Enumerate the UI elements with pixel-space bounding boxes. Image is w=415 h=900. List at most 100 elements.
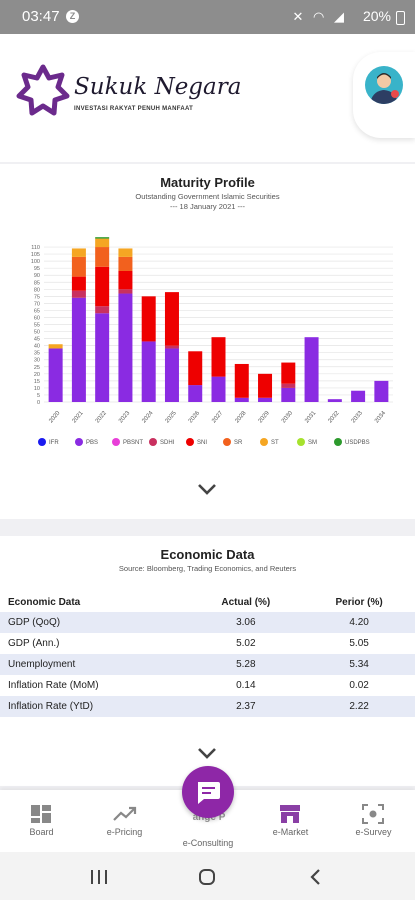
- y-tick-label: 50: [34, 330, 40, 336]
- legend-label: PBSNT: [123, 440, 143, 446]
- y-tick-label: 60: [34, 315, 40, 321]
- nav-label: e-Consulting: [182, 838, 234, 848]
- maturity-title: Maturity Profile: [160, 175, 255, 190]
- legend-marker: [186, 438, 194, 446]
- bar-segment-st: [71, 248, 86, 257]
- column-header: Actual (%): [221, 596, 271, 608]
- nav-item-e-market[interactable]: e-Market: [249, 790, 332, 852]
- y-tick-label: 40: [34, 344, 40, 350]
- x-tick-label: 2024: [141, 410, 155, 425]
- bar-segment-pbs: [211, 376, 226, 402]
- bottom-nav: Board e-Pricing e-Market e-Survey: [0, 790, 415, 852]
- bar-segment-sdhi: [71, 290, 86, 298]
- chat-icon: [198, 782, 220, 804]
- bar-segment-pbs: [304, 337, 319, 402]
- nav-label: e-Pricing: [106, 827, 143, 837]
- bar-segment-pbs: [118, 293, 133, 402]
- legend-marker: [75, 438, 83, 446]
- dashboard-icon: [31, 805, 51, 823]
- home-icon[interactable]: [198, 868, 216, 886]
- nav-item-board[interactable]: Board: [0, 790, 83, 852]
- table-row: GDP (QoQ) 3.06 4.20: [0, 612, 415, 633]
- legend-marker: [38, 438, 46, 446]
- maturity-date: --- 18 January 2021 ---: [169, 202, 246, 211]
- sukuk-logo-icon: [16, 64, 70, 116]
- nav-label: e-Survey: [355, 827, 392, 837]
- bar-segment-pbs: [71, 297, 86, 402]
- economic-data-card: Economic Data Source: Bloomberg, Trading…: [0, 536, 415, 786]
- y-tick-label: 10: [34, 386, 40, 392]
- x-tick-label: 2025: [165, 410, 179, 425]
- x-tick-label: 2034: [374, 410, 388, 425]
- legend-label: SNI: [197, 440, 207, 446]
- back-icon[interactable]: [308, 868, 322, 886]
- nav-label: e-Market: [272, 827, 309, 837]
- bar-segment-pbs: [374, 380, 389, 402]
- econ-title: Economic Data: [160, 547, 255, 562]
- bar-segment-pbs: [281, 387, 296, 402]
- row-label: Inflation Rate (YtD): [0, 696, 189, 717]
- chevron-down-icon[interactable]: [196, 746, 218, 760]
- bar-segment-pbs: [327, 399, 342, 402]
- x-tick-label: 2027: [211, 410, 225, 425]
- legend-marker: [297, 438, 305, 446]
- y-tick-label: 25: [34, 365, 40, 371]
- y-tick-label: 75: [34, 294, 40, 300]
- profile-card[interactable]: [353, 52, 415, 138]
- e-consulting-button[interactable]: [182, 766, 234, 818]
- bar-segment-sni: [164, 292, 179, 346]
- bar-segment-sdhi: [95, 306, 110, 314]
- column-header: Perior (%): [335, 596, 383, 608]
- brand-tagline: INVESTASI RAKYAT PENUH MANFAAT: [74, 106, 194, 112]
- bar-segment-sni: [95, 266, 110, 307]
- scan-icon: [362, 804, 384, 824]
- bar-segment-sni: [188, 351, 203, 386]
- status-time: 03:47: [22, 8, 60, 25]
- bar-segment-pbs: [351, 390, 366, 402]
- y-tick-label: 95: [34, 266, 40, 272]
- y-tick-label: 105: [31, 252, 40, 258]
- nav-item-e-survey[interactable]: e-Survey: [332, 790, 415, 852]
- legend-label: USDPBS: [345, 440, 370, 446]
- actual-value: 2.37: [188, 696, 304, 717]
- chevron-down-icon[interactable]: [196, 482, 218, 496]
- y-tick-label: 45: [34, 337, 40, 343]
- legend-marker: [260, 438, 268, 446]
- bar-segment-usdpbs: [95, 237, 110, 239]
- y-tick-label: 85: [34, 280, 40, 286]
- nav-label: Board: [29, 827, 54, 837]
- prior-value: 5.05: [349, 638, 369, 649]
- signal-icons: ✕ ◠ ◢: [292, 9, 347, 24]
- x-tick-label: 2030: [281, 410, 295, 425]
- nav-item-e-pricing[interactable]: e-Pricing: [83, 790, 166, 852]
- y-tick-label: 55: [34, 323, 40, 329]
- maturity-profile-card: Maturity Profile Outstanding Government …: [0, 164, 415, 519]
- legend-label: IFR: [49, 440, 59, 446]
- legend-label: SR: [234, 440, 243, 446]
- table-row: GDP (Ann.) 5.02 5.05: [0, 633, 415, 654]
- y-tick-label: 0: [37, 400, 40, 406]
- bar-segment-st: [118, 248, 133, 257]
- x-tick-label: 2031: [304, 410, 318, 425]
- actual-value: 5.28: [188, 654, 304, 675]
- app-header: Sukuk Negara INVESTASI RAKYAT PENUH MANF…: [0, 34, 415, 162]
- legend-label: SM: [308, 440, 317, 446]
- battery-level: 20%: [362, 8, 391, 24]
- y-tick-label: 90: [34, 273, 40, 279]
- y-tick-label: 35: [34, 351, 40, 357]
- table-row: Inflation Rate (YtD) 2.37 2.22: [0, 696, 415, 717]
- table-header-row: Economic Data Actual (%) Perior (%): [0, 592, 415, 612]
- prior-value: 4.20: [303, 612, 415, 633]
- bar-segment-st: [48, 344, 63, 349]
- bar-segment-pbs: [258, 397, 273, 402]
- legend-marker: [112, 438, 120, 446]
- x-tick-label: 2020: [48, 410, 62, 425]
- bar-segment-sr: [71, 256, 86, 277]
- bar-segment-sni: [141, 296, 156, 342]
- avatar[interactable]: [365, 66, 403, 104]
- recent-apps-icon[interactable]: [90, 869, 108, 885]
- x-tick-label: 2029: [258, 410, 272, 425]
- actual-value: 5.02: [236, 638, 256, 649]
- legend-label: ST: [271, 440, 279, 446]
- store-icon: [280, 805, 300, 823]
